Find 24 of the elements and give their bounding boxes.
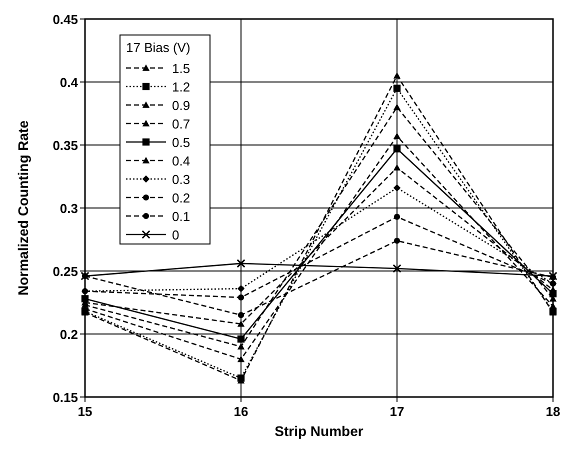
y-tick-label: 0.2 (60, 327, 78, 342)
y-tick-label: 0.15 (52, 390, 78, 405)
x-tick-label: 15 (78, 404, 92, 419)
legend-label: 0.5 (172, 135, 190, 150)
y-tick-label: 0.4 (60, 75, 79, 90)
legend-label: 0.3 (172, 172, 190, 187)
y-tick-label: 0.25 (52, 264, 78, 279)
legend-label: 0.7 (172, 116, 190, 132)
y-axis-title: Normalized Counting Rate (15, 120, 31, 296)
legend-label: 0.2 (172, 190, 190, 206)
legend-label: 1.2 (172, 80, 190, 94)
x-tick-label: 18 (546, 404, 560, 419)
legend-label: 0.1 (172, 209, 190, 224)
legend-label: 1.5 (172, 61, 190, 76)
legend-label: 0.4 (172, 154, 190, 168)
legend-label: 0.9 (172, 98, 190, 113)
legend-label: 0 (172, 228, 180, 242)
x-axis-title: Strip Number (274, 423, 364, 439)
x-tick-label: 17 (390, 404, 404, 419)
legend-title: 17 Bias (V) (126, 40, 190, 55)
y-tick-label: 0.35 (52, 138, 78, 153)
y-tick-label: 0.3 (60, 201, 78, 216)
y-tick-label: 0.45 (52, 12, 78, 27)
x-tick-label: 16 (234, 404, 248, 419)
